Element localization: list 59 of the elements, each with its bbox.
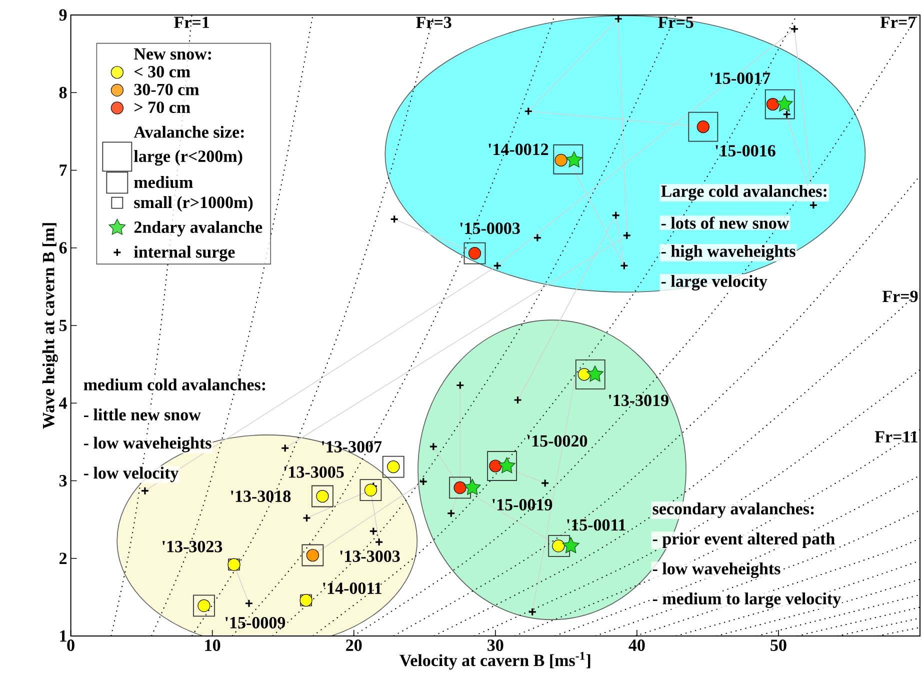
x-tick-label: 0 — [67, 640, 74, 651]
annotation: '14-0011 — [323, 582, 382, 594]
annotation: '14-0012 — [488, 144, 548, 156]
annotation: - high waveheights — [661, 244, 796, 261]
legend-label: > 70 cm — [134, 102, 190, 114]
x-tick-label: 40 — [628, 640, 645, 651]
annotation: '13-3005 — [284, 466, 344, 478]
y-tick-label: 6 — [59, 242, 67, 254]
annotation: - little new snow — [84, 408, 201, 420]
annotation: '13-3023 — [162, 540, 222, 552]
annotation: - lots of new snow — [661, 216, 790, 229]
annotation: - low waveheights — [652, 562, 780, 578]
series-label: Fr=11 — [874, 431, 918, 442]
annotation: '15-0011 — [567, 519, 626, 531]
legend-label: internal surge — [134, 246, 235, 262]
y-tick-label: 3 — [59, 475, 67, 486]
annotation: '15-0009 — [226, 616, 286, 628]
y-axis-title: Wave height at cavern B [m] — [42, 223, 58, 429]
series-label: Fr=3 — [416, 16, 452, 28]
annotation: - low waveheights — [84, 436, 212, 452]
annotation: Large cold avalanches: — [661, 184, 826, 201]
x-tick-label: 30 — [488, 640, 504, 651]
annotation: '15-0003 — [460, 222, 520, 234]
annotation: Avalanche size: — [134, 126, 244, 138]
series-label: Fr=1 — [174, 16, 210, 28]
x-tick-label: 10 — [205, 640, 220, 651]
legend-label: large (r<200m) — [134, 150, 242, 166]
series-label: Fr=7 — [880, 16, 916, 28]
legend-label: 30-70 cm — [134, 84, 199, 96]
annotation: '15-0020 — [528, 435, 588, 447]
y-tick-label: 9 — [59, 9, 67, 21]
annotation: - medium to large velocity — [652, 592, 841, 608]
y-tick-label: 8 — [59, 86, 67, 98]
series-label: Fr=5 — [658, 16, 694, 28]
annotation: '15-0016 — [716, 145, 776, 157]
annotation: - prior event altered path — [652, 532, 835, 548]
x-tick-label: 50 — [770, 640, 786, 651]
annotation: '13-3018 — [231, 490, 291, 502]
y-tick-label: 1 — [60, 630, 66, 642]
legend-label: small (r>1000m) — [134, 196, 253, 212]
x-tick-label: 20 — [346, 640, 362, 651]
annotation: '13-3019 — [608, 394, 668, 406]
y-tick-label: 2 — [59, 552, 67, 564]
annotation: '15-0017 — [710, 72, 770, 84]
legend-title: New snow: — [134, 48, 211, 60]
annotation: - low velocity — [84, 466, 179, 482]
annotation: - large velocity — [661, 274, 768, 291]
y-tick-label: 4 — [59, 398, 67, 409]
x-axis-title: Velocity at cavern B [ms$^{-1}$] — [400, 652, 590, 670]
legend-label: < 30 cm — [134, 66, 190, 78]
annotation: '13-3003 — [340, 550, 400, 562]
annotation: '15-0019 — [492, 498, 552, 510]
y-tick-label: 7 — [60, 164, 67, 176]
legend-label: medium — [134, 176, 193, 188]
annotation: medium cold avalanches: — [84, 378, 266, 390]
legend-label: 2ndary avalanche — [134, 220, 262, 236]
series-label: Fr=9 — [882, 290, 918, 302]
annotation: secondary avalanches: — [652, 502, 814, 518]
y-tick-label: 5 — [59, 320, 67, 332]
